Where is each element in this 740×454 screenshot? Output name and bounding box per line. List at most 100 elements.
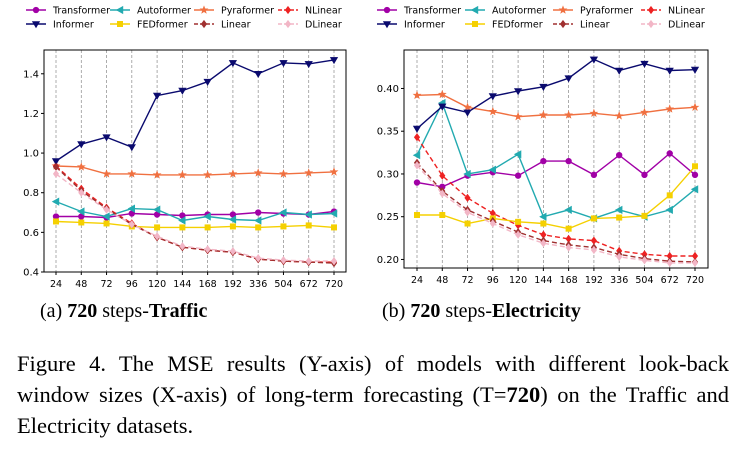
data-point: [463, 109, 472, 117]
data-point: [52, 169, 60, 179]
series-line: [416, 136, 695, 257]
series-dlinear: [52, 169, 338, 266]
legend-item-pyraformer: Pyraformer: [553, 5, 633, 17]
data-point: [463, 169, 471, 179]
data-point: [228, 60, 238, 68]
data-point: [330, 257, 338, 266]
data-point: [590, 215, 597, 222]
data-point: [438, 103, 447, 111]
data-point: [640, 107, 649, 117]
series-line: [55, 173, 334, 262]
data-point: [690, 185, 699, 194]
series-fedformer: [52, 218, 337, 231]
data-point: [589, 108, 599, 117]
data-point: [204, 245, 211, 254]
figure-caption-horizon: 720: [506, 382, 541, 407]
legend-item-fedformer: FEDformer: [110, 20, 188, 31]
y-tick-label: 0.20: [377, 255, 399, 266]
data-point: [464, 208, 471, 217]
legend-marker: [32, 6, 40, 14]
data-point: [52, 218, 59, 225]
data-point: [464, 193, 471, 203]
legend-marker: [647, 5, 655, 15]
data-point: [154, 232, 161, 241]
series-informer: [51, 57, 339, 166]
data-point: [616, 151, 623, 159]
legend-marker: [382, 21, 392, 29]
legend-item-transformer: Transformer: [26, 6, 110, 17]
data-point: [666, 192, 673, 199]
data-point: [304, 210, 312, 219]
series-autoformer: [51, 197, 338, 225]
figure-caption-text: Figure 4. The MSE results (Y-axis) of mo…: [17, 351, 729, 407]
legend-label: DLinear: [305, 20, 342, 31]
data-point: [329, 167, 339, 176]
data-point: [178, 87, 187, 95]
x-axis: 24 48 72 96 120 144 168 192 336 504 672 720: [411, 268, 704, 286]
series-line: [416, 58, 696, 130]
x-tick-label: 720: [686, 275, 704, 286]
x-axis: 24 48 72 96 120 144 168 192 336 504 672 720: [50, 272, 343, 290]
x-tick-label: 672: [661, 275, 679, 286]
data-point: [666, 150, 673, 157]
data-point: [691, 258, 699, 267]
data-point: [463, 102, 472, 111]
data-point: [179, 224, 186, 231]
x-tick-label: 504: [274, 279, 292, 290]
data-point: [539, 110, 548, 119]
legend-item-autoformer: Autoformer: [465, 6, 546, 17]
data-point: [565, 225, 572, 232]
data-point: [102, 134, 111, 142]
legend-label: Autoformer: [492, 6, 546, 17]
data-point: [253, 168, 263, 177]
data-point: [590, 236, 597, 245]
legend-item-linear: Linear: [194, 20, 251, 31]
data-point: [102, 169, 111, 178]
legend-marker: [472, 20, 479, 27]
legend-item-informer: Informer: [377, 20, 445, 31]
data-point: [204, 224, 211, 231]
subcaption-dataset: Electricity: [492, 300, 581, 322]
subcaption-electricity: (b) 720 steps-Electricity: [382, 300, 581, 323]
data-point: [178, 216, 186, 225]
data-point: [691, 171, 699, 178]
data-point: [304, 168, 314, 177]
data-point: [640, 60, 649, 68]
legend-label: FEDformer: [137, 20, 188, 31]
data-point: [152, 170, 162, 179]
data-point: [329, 57, 339, 65]
x-tick-label: 168: [560, 275, 578, 286]
data-point: [229, 223, 236, 230]
data-point: [590, 171, 598, 178]
y-tick-label: 0.25: [377, 212, 399, 223]
data-point: [564, 75, 573, 83]
series-line: [416, 93, 696, 118]
data-point: [77, 141, 86, 149]
y-tick-label: 0.8: [23, 188, 39, 199]
legend-label: Linear: [580, 20, 610, 31]
electricity-chart: Transformer Autoformer Pyraformer NLinear In…: [377, 5, 709, 286]
legend-marker: [284, 19, 292, 29]
legend-marker: [647, 19, 655, 29]
x-tick-label: 48: [75, 279, 87, 290]
series-linear: [413, 158, 699, 267]
data-point: [279, 169, 288, 178]
legend-item-informer: Informer: [26, 20, 94, 31]
data-point: [179, 242, 186, 251]
data-point: [565, 243, 572, 252]
data-point: [589, 56, 599, 64]
legend-item-transformer: Transformer: [377, 6, 461, 17]
data-point: [152, 92, 162, 100]
data-point: [253, 216, 262, 225]
series-line: [55, 59, 335, 162]
series-line: [56, 210, 335, 219]
legend-marker: [559, 19, 567, 29]
legend-item-dlinear: DLinear: [641, 20, 705, 31]
subcaption-label: (b): [382, 300, 406, 322]
data-point: [203, 78, 212, 86]
data-point: [103, 205, 110, 214]
x-tick-label: 720: [325, 279, 343, 290]
subcaption-label: (a): [40, 300, 63, 322]
legend-marker: [117, 20, 124, 27]
data-point: [439, 171, 446, 180]
